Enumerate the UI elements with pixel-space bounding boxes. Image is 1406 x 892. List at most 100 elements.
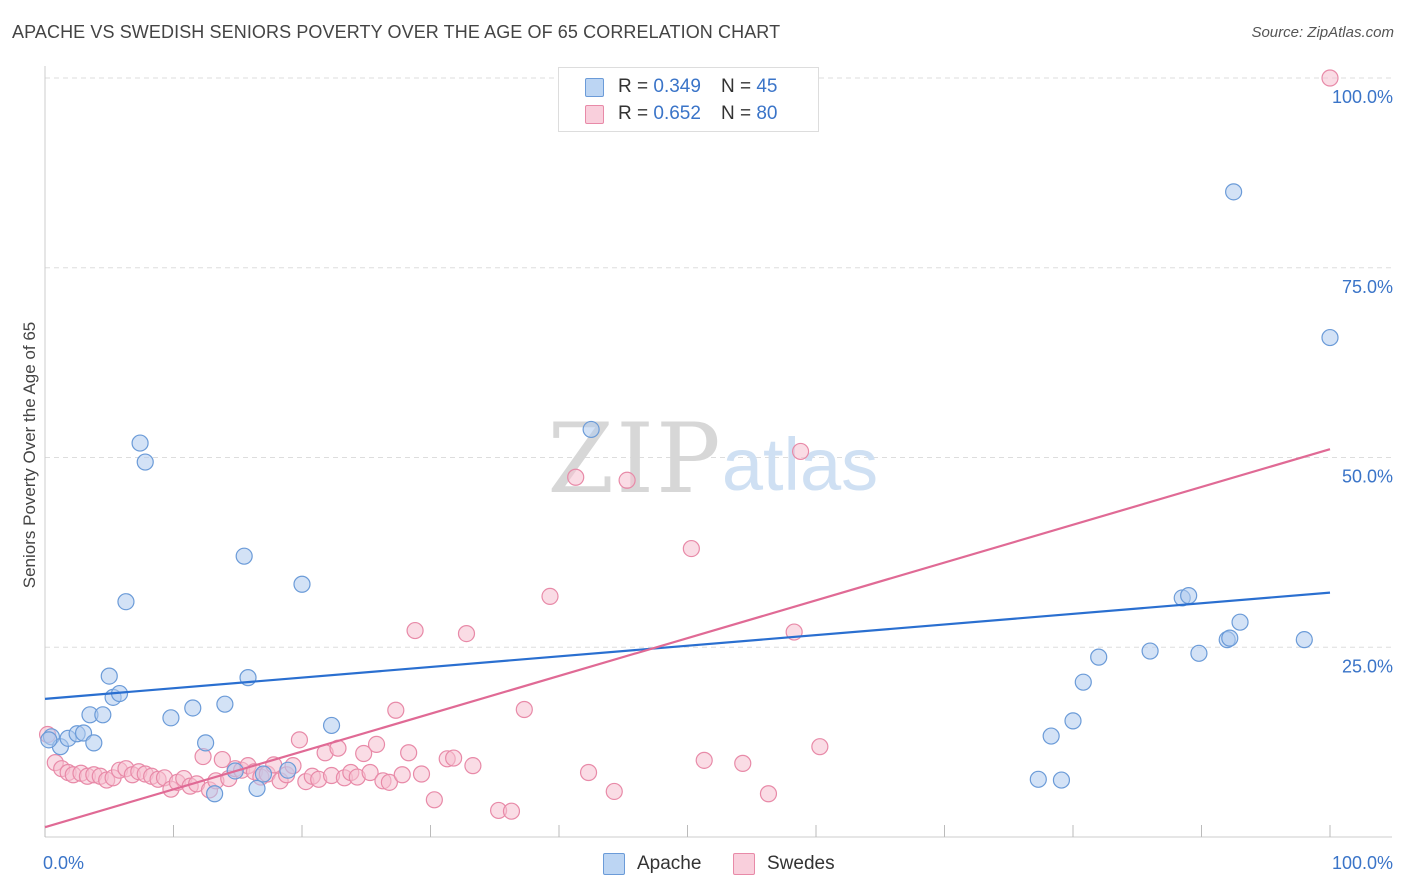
legend-r-value: 0.652	[653, 103, 701, 124]
apache-point	[1052, 771, 1071, 789]
correlation-legend: R = 0.349 N = 45 R = 0.652 N = 80	[558, 67, 819, 132]
swedes-point	[412, 765, 431, 783]
chart-source: Source: ZipAtlas.com	[1251, 24, 1394, 41]
swedes-point	[457, 624, 476, 643]
bottom-legend-apache: Apache	[603, 852, 701, 876]
swedes-point	[387, 701, 405, 719]
bottom-legend-swedes: Swedes	[733, 852, 835, 876]
apache-point	[94, 706, 112, 724]
swedes-point	[579, 763, 598, 782]
swedes-point	[425, 791, 443, 809]
apache-series	[40, 183, 1339, 803]
swedes-point	[393, 766, 411, 784]
swedes-point	[213, 750, 231, 769]
apache-point	[582, 420, 600, 439]
apache-point	[1074, 673, 1092, 691]
apache-point	[293, 575, 311, 593]
swedes-point	[355, 744, 373, 763]
apache-point	[131, 434, 149, 452]
x-tick-label: 100.0%	[1332, 853, 1393, 873]
apache-point	[1090, 648, 1108, 666]
apache-point	[279, 761, 297, 779]
watermark-atlas: atlas	[722, 423, 878, 506]
swedes-point	[759, 785, 778, 803]
swedes-point	[695, 751, 713, 769]
swedes-point	[502, 802, 521, 820]
apache-point	[1064, 712, 1082, 730]
swedes-point	[515, 700, 533, 719]
apache-point	[162, 709, 180, 727]
swedes-trend-line	[44, 448, 1331, 829]
legend-n-label: N =	[720, 76, 752, 97]
apache-point	[322, 716, 341, 735]
apache-point	[1141, 642, 1159, 660]
apache-point	[206, 785, 224, 803]
swedes-point	[400, 744, 418, 762]
y-tick-label: 25.0%	[1342, 656, 1393, 676]
axes	[44, 66, 1392, 838]
swedes-point	[445, 749, 463, 767]
swedes-legend-label: Swedes	[767, 853, 835, 874]
swedes-point	[1321, 69, 1339, 87]
apache-point	[197, 734, 215, 752]
chart-title: APACHE VS SWEDISH SENIORS POVERTY OVER T…	[12, 22, 781, 42]
apache-point	[254, 765, 273, 783]
apache-point	[85, 734, 103, 752]
swedes-point	[380, 773, 398, 791]
apache-point	[117, 593, 135, 611]
y-tick-label: 50.0%	[1342, 467, 1393, 487]
y-tick-label: 75.0%	[1342, 277, 1393, 297]
y-tick-label: 100.0%	[1332, 87, 1393, 107]
apache-point	[1231, 613, 1249, 631]
legend-n-value: 45	[756, 76, 778, 97]
apache-point	[136, 453, 154, 471]
legend-n-label: N =	[720, 103, 752, 124]
apache-point	[216, 695, 234, 713]
swedes-point	[618, 471, 636, 489]
swedes-point	[682, 539, 700, 558]
legend-r-value: 0.349	[653, 76, 701, 97]
apache-point	[1042, 727, 1060, 745]
legend-row-swedes: R = 0.652 N = 80	[585, 103, 777, 125]
swedes-swatch	[585, 104, 604, 124]
apache-point	[184, 699, 202, 717]
apache-point	[100, 667, 118, 685]
swedes-point	[541, 587, 559, 605]
x-tick-label: 0.0%	[43, 853, 84, 873]
apache-point	[1190, 644, 1208, 662]
apache-point	[1321, 328, 1339, 347]
apache-point	[1295, 631, 1313, 649]
swedes-point	[811, 738, 829, 756]
swedes-point	[567, 468, 585, 486]
apache-point	[1221, 629, 1239, 647]
apache-legend-swatch	[603, 853, 625, 875]
swedes-point	[464, 757, 482, 775]
apache-point	[40, 731, 58, 749]
swedes-point	[605, 782, 623, 801]
trend-lines	[44, 448, 1331, 829]
apache-swatch	[585, 77, 604, 97]
watermark: ZIP atlas	[547, 403, 878, 515]
apache-legend-label: Apache	[637, 853, 702, 874]
legend-row-apache: R = 0.349 N = 45	[585, 76, 777, 98]
apache-point	[235, 547, 253, 565]
apache-point	[1180, 587, 1198, 605]
legend-n-value: 80	[756, 103, 778, 124]
swedes-point	[361, 763, 379, 782]
watermark-zip: ZIP	[547, 403, 722, 515]
apache-point	[248, 779, 266, 798]
y-axis-label: Seniors Poverty Over the Age of 65	[20, 321, 39, 589]
swedes-point	[734, 754, 752, 772]
swedes-legend-swatch	[733, 853, 755, 875]
swedes-point	[791, 442, 810, 461]
legend-r-label: R =	[618, 76, 649, 97]
swedes-point	[367, 735, 386, 754]
swedes-point	[406, 621, 424, 640]
swedes-point	[290, 731, 309, 749]
tick-labels: 25.0% 50.0% 75.0% 100.0% 0.0% 100.0%	[43, 87, 1393, 873]
legend-r-label: R =	[618, 103, 649, 124]
apache-trend-line	[44, 591, 1331, 700]
apache-point	[1225, 183, 1243, 201]
apache-point	[1029, 770, 1047, 788]
